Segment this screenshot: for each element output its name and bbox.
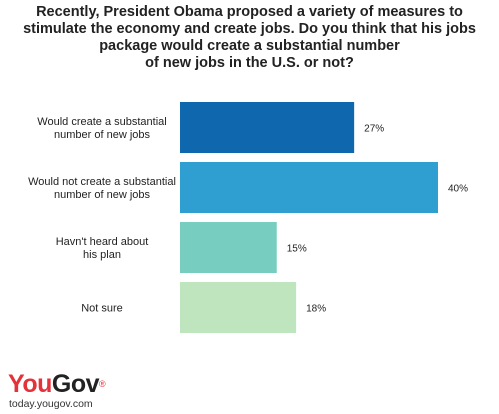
logo-you: You <box>8 370 52 398</box>
chart-title: Recently, President Obama proposed a var… <box>0 4 499 72</box>
bar <box>180 162 438 213</box>
category-label: Havn't heard about <box>56 236 149 248</box>
category-label: his plan <box>83 249 121 261</box>
yougov-logo: YouGov® <box>8 370 106 398</box>
value-label: 18% <box>306 304 326 315</box>
chart-title-line: stimulate the economy and create jobs. D… <box>23 21 476 37</box>
bar <box>180 102 355 153</box>
logo-gov: Gov <box>51 370 100 398</box>
category-label: number of new jobs <box>54 129 150 141</box>
value-label: 27% <box>364 124 384 135</box>
bar <box>180 222 277 273</box>
chart-title-line: package would create a substantial numbe… <box>99 38 400 54</box>
logo-registered-mark: ® <box>99 379 106 389</box>
source-url: today.yougov.com <box>9 398 93 410</box>
chart-title-line: Recently, President Obama proposed a var… <box>36 4 463 20</box>
bar <box>180 282 297 333</box>
category-label: Would create a substantial <box>37 116 166 128</box>
value-label: 40% <box>448 184 468 195</box>
value-label: 15% <box>287 244 307 255</box>
chart-title-line: of new jobs in the U.S. or not? <box>145 55 354 71</box>
category-label: Not sure <box>81 303 123 315</box>
category-label: number of new jobs <box>54 189 150 201</box>
category-label: Would not create a substantial <box>28 176 176 188</box>
